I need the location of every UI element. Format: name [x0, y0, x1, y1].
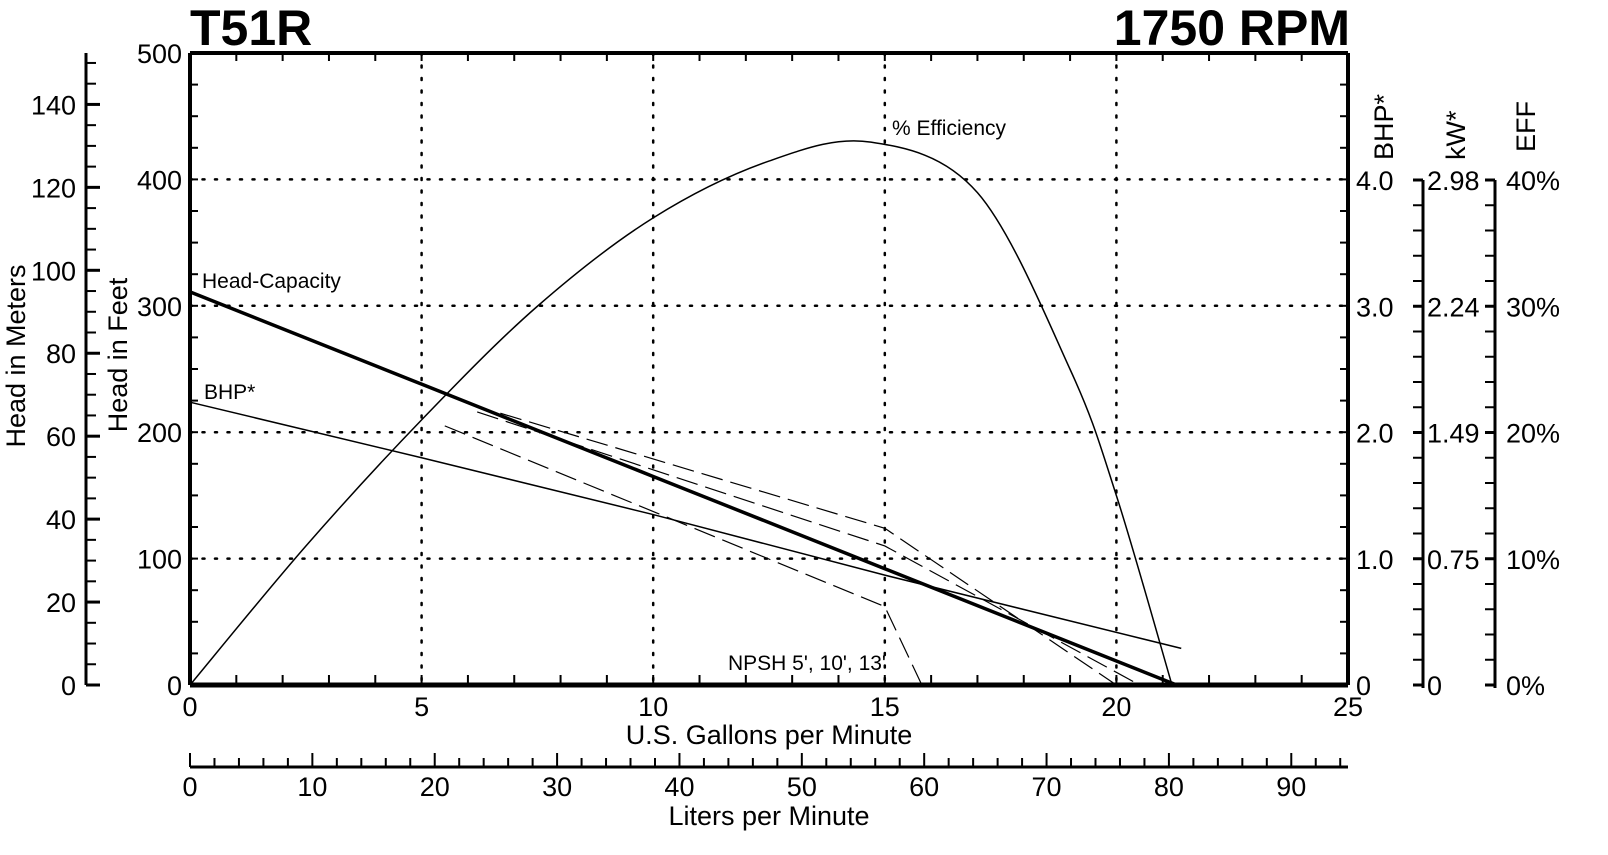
axis-labels: Head-Capacity BHP* % Efficiency NPSH 5', 10…	[1, 39, 1560, 831]
meters-axis-title: Head in Meters	[1, 264, 31, 447]
pump-speed-title: 1750 RPM	[1113, 0, 1350, 56]
bhp-label: BHP*	[204, 381, 255, 404]
meters-tick-label: 80	[46, 339, 76, 369]
npsh-curve	[476, 411, 1140, 686]
x-tick-label: 20	[1101, 692, 1131, 722]
npsh-label: NPSH 5', 10', 13'	[728, 652, 886, 675]
plot-frame	[188, 51, 1350, 688]
y-tick-label: 500	[137, 39, 182, 69]
bhp-tick-label: 1.0	[1356, 545, 1394, 575]
head-capacity-label: Head-Capacity	[202, 270, 341, 293]
liters-tick-label: 20	[420, 772, 450, 802]
y-tick-label: 100	[137, 545, 182, 575]
meters-tick-label: 140	[31, 90, 76, 120]
x-tick-label: 0	[182, 692, 197, 722]
eff-tick-label: 40%	[1506, 166, 1560, 196]
liters-tick-label: 60	[909, 772, 939, 802]
bhp-tick-label: 2.0	[1356, 419, 1394, 449]
y-tick-label: 0	[167, 671, 182, 701]
eff-tick-label: 30%	[1506, 292, 1560, 322]
meters-tick-label: 120	[31, 173, 76, 203]
kw-tick-label: 1.49	[1427, 419, 1480, 449]
meters-tick-label: 100	[31, 256, 76, 286]
feet-axis-title: Head in Feet	[103, 277, 133, 432]
liters-tick-label: 30	[542, 772, 572, 802]
x-tick-label: 15	[870, 692, 900, 722]
kw-tick-label: 2.98	[1427, 166, 1480, 196]
x-tick-label: 5	[414, 692, 429, 722]
npsh-curve	[500, 412, 1117, 686]
eff-tick-label: 20%	[1506, 419, 1560, 449]
kw-tick-label: 0.75	[1427, 545, 1480, 575]
grid-lines	[188, 51, 1350, 687]
y-tick-label: 300	[137, 292, 182, 322]
bhp-axis-title: BHP*	[1369, 93, 1399, 160]
meters-tick-label: 20	[46, 588, 76, 618]
meters-tick-label: 40	[46, 505, 76, 535]
efficiency-curve	[189, 140, 1173, 686]
head-capacity-curve	[189, 290, 1178, 687]
pump-model-title: T51R	[190, 0, 313, 56]
eff-tick-label: 10%	[1506, 545, 1560, 575]
curves	[189, 140, 1182, 687]
liters-tick-label: 70	[1032, 772, 1062, 802]
bhp-tick-label: 0	[1356, 671, 1371, 701]
kw-axis-title: kW*	[1441, 110, 1471, 160]
x-tick-label: 10	[638, 692, 668, 722]
axes	[84, 53, 1497, 769]
meters-tick-label: 0	[61, 671, 76, 701]
x-tick-label: 25	[1333, 692, 1363, 722]
kw-tick-label: 0	[1427, 671, 1442, 701]
liters-tick-label: 0	[182, 772, 197, 802]
x-axis-title: U.S. Gallons per Minute	[626, 720, 913, 750]
bhp-tick-label: 4.0	[1356, 166, 1394, 196]
y-tick-label: 400	[137, 165, 182, 195]
liters-tick-label: 80	[1154, 772, 1184, 802]
y-tick-label: 200	[137, 418, 182, 448]
liters-tick-label: 10	[297, 772, 327, 802]
eff-tick-label: 0%	[1506, 671, 1545, 701]
liters-tick-label: 40	[664, 772, 694, 802]
eff-axis-title: EFF	[1511, 101, 1541, 152]
efficiency-label: % Efficiency	[892, 117, 1006, 140]
liters-axis-title: Liters per Minute	[668, 801, 869, 831]
liters-tick-label: 50	[787, 772, 817, 802]
bhp-tick-label: 3.0	[1356, 292, 1394, 322]
npsh-curve	[444, 425, 923, 686]
liters-tick-label: 90	[1276, 772, 1306, 802]
meters-tick-label: 60	[46, 422, 76, 452]
kw-tick-label: 2.24	[1427, 292, 1480, 322]
